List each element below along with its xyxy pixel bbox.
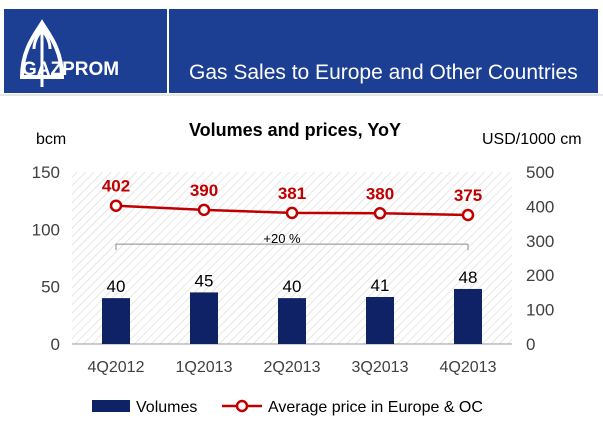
- volume-bar: [366, 296, 394, 344]
- volume-data-label: 40: [283, 277, 302, 296]
- price-data-label: 381: [278, 184, 306, 203]
- price-point: [285, 206, 299, 220]
- header: GAZPROM Gas Sales to Europe and Other Co…: [0, 0, 603, 95]
- title-bar: Gas Sales to Europe and Other Countries: [169, 9, 598, 93]
- left-axis-tick: 100: [32, 220, 60, 239]
- volume-bar: [454, 288, 482, 344]
- legend-swatch-volumes: [92, 400, 130, 412]
- price-point: [461, 208, 475, 222]
- volume-data-label: 48: [459, 268, 478, 287]
- legend-swatch-price-marker: [235, 399, 249, 413]
- x-axis-tick: 1Q2013: [176, 359, 233, 376]
- right-axis-tick: 0: [526, 335, 535, 354]
- price-data-label: 375: [454, 186, 482, 205]
- legend-label-volumes: Volumes: [136, 399, 197, 416]
- volume-data-label: 45: [195, 271, 214, 290]
- right-axis-tick: 300: [526, 232, 554, 251]
- volume-data-label: 40: [107, 277, 126, 296]
- left-axis-tick: 0: [51, 335, 60, 354]
- x-axis-tick: 3Q2013: [352, 359, 409, 376]
- right-axis-tick: 500: [526, 163, 554, 182]
- gazprom-flame-icon: [19, 19, 65, 87]
- price-data-label: 402: [102, 177, 130, 196]
- price-point: [197, 203, 211, 217]
- growth-annotation: +20 %: [263, 231, 301, 246]
- right-axis-title: USD/1000 cm: [482, 131, 582, 148]
- chart-title: Volumes and prices, YoY: [189, 120, 401, 140]
- price-point: [109, 199, 123, 212]
- combo-chart: Volumes and prices, YoY bcm USD/1000 cm …: [32, 120, 582, 416]
- volume-bar: [190, 292, 218, 344]
- volume-bar: [102, 298, 130, 344]
- x-axis-tick: 4Q2013: [440, 359, 497, 376]
- right-axis-tick: 200: [526, 266, 554, 285]
- right-axis-tick: 400: [526, 197, 554, 216]
- x-axis-tick: 2Q2013: [264, 359, 321, 376]
- gazprom-logo: GAZPROM: [4, 9, 167, 93]
- price-data-label: 380: [366, 184, 394, 203]
- price-point: [373, 207, 387, 220]
- x-axis-tick: 4Q2012: [88, 359, 145, 376]
- left-axis-tick: 50: [41, 278, 60, 297]
- logo-text: GAZPROM: [22, 59, 120, 80]
- volume-bar: [278, 298, 306, 344]
- volume-data-label: 41: [371, 276, 390, 295]
- legend-label-price: Average price in Europe & OC: [268, 399, 483, 416]
- left-axis-tick: 150: [32, 163, 60, 182]
- price-data-label: 390: [190, 181, 218, 200]
- page-title: Gas Sales to Europe and Other Countries: [189, 61, 578, 84]
- header-divider: [0, 94, 603, 96]
- right-axis-tick: 100: [526, 301, 554, 320]
- left-axis-title: bcm: [36, 131, 66, 148]
